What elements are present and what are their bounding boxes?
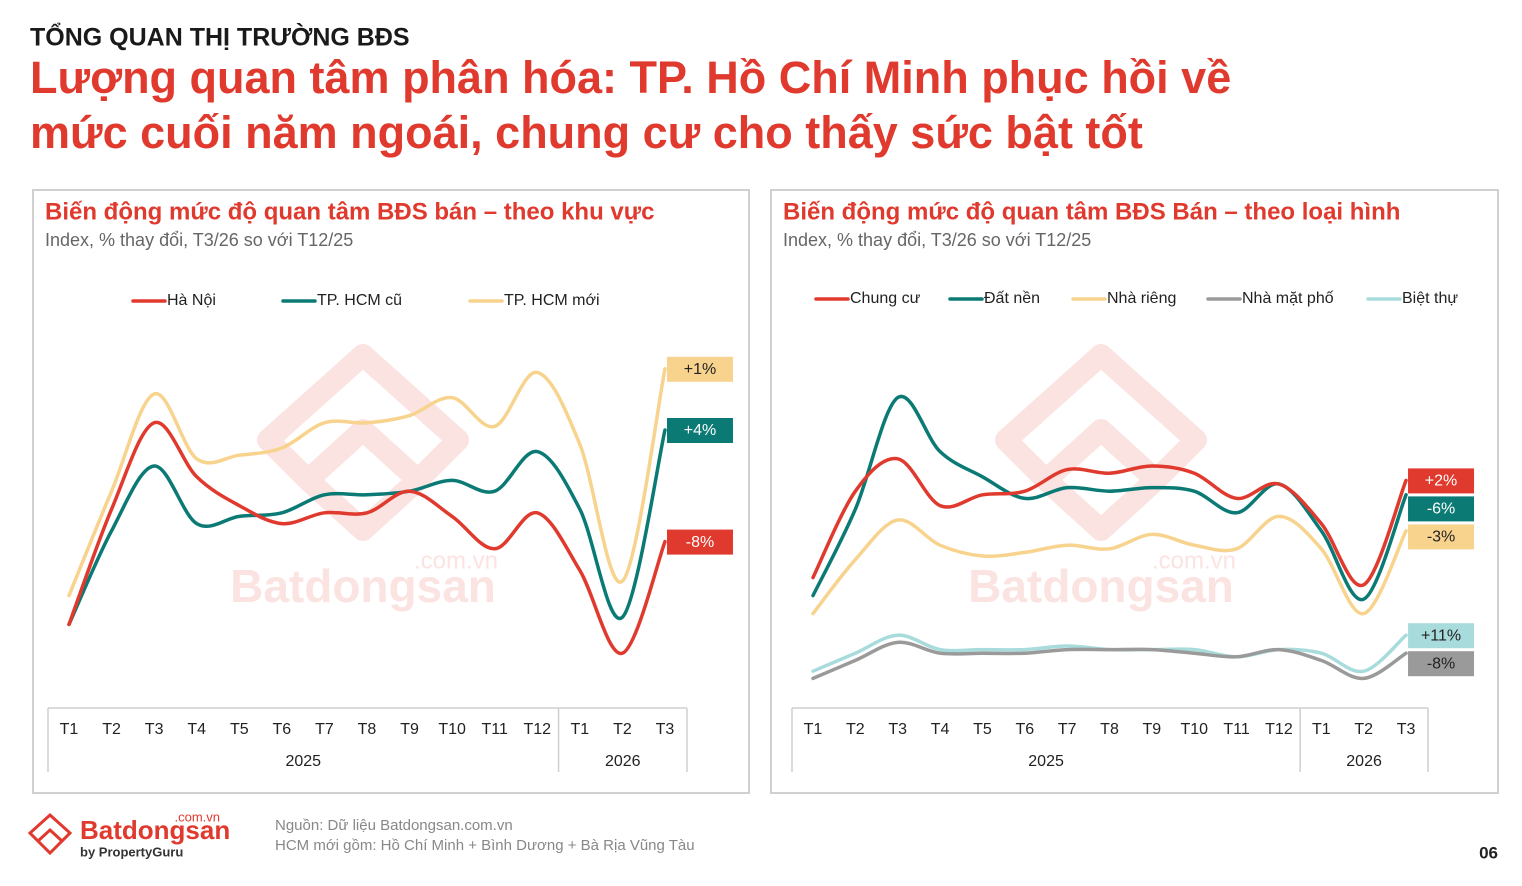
x-tick-label: T3 [145,721,164,738]
end-label-box [1408,651,1475,677]
end-label-box [1408,524,1475,550]
legend-label: TP. HCM mới [504,292,600,309]
x-tick-label: T1 [60,721,79,738]
headline-line: Lượng quan tâm phân hóa: TP. Hồ Chí Minh… [30,52,1231,103]
legend-label: Nhà mặt phố [1242,290,1334,307]
x-group-label: 2025 [285,753,321,770]
data-line [67,428,667,627]
x-tick-label: T5 [973,721,992,738]
end-label: -3% [1427,529,1455,546]
x-tick-label: T2 [846,721,865,738]
x-tick-label: T12 [1265,721,1293,738]
end-label-box [1408,623,1475,649]
footer-logo: Batdongsan .com.vn by PropertyGuru [27,809,230,859]
logo-icon [27,812,73,856]
end-label: -8% [686,534,714,551]
end-label-box [666,418,733,443]
data-line [811,456,1408,588]
logo-domain: .com.vn [174,809,220,824]
x-tick-label: T1 [804,721,823,738]
x-group-label: 2026 [605,753,641,770]
watermark-domain: .com.vn [414,547,498,574]
logo-byline: by PropertyGuru [80,844,183,859]
x-tick-label: T9 [1143,721,1162,738]
chart: Biến động mức độ quan tâm BĐS bán – theo… [45,198,733,772]
end-label-box [666,529,733,555]
end-label-box [666,356,733,382]
x-tick-label: T8 [358,721,377,738]
end-label: +4% [684,422,716,439]
x-tick-label: T3 [656,721,675,738]
logo-brand: Batdongsan [80,815,230,845]
x-tick-label: T8 [1100,721,1119,738]
end-label: +2% [1425,473,1457,490]
data-line [67,420,667,655]
watermark-icon [995,344,1207,541]
x-tick-label: T7 [315,721,334,738]
x-tick-label: T2 [1354,721,1373,738]
x-tick-label: T1 [571,721,590,738]
x-tick-label: T9 [400,721,419,738]
source-note: Nguồn: Dữ liệu Batdongsan.com.vn [275,817,513,834]
chart: Biến động mức độ quan tâm BĐS Bán – theo… [783,198,1475,772]
chart-title: Biến động mức độ quan tâm BĐS bán – theo… [45,198,654,225]
x-tick-label: T2 [613,721,632,738]
end-label: -8% [1427,655,1455,672]
end-label-box [1408,468,1475,494]
end-label: -6% [1427,501,1455,518]
x-tick-label: T4 [187,721,206,738]
x-tick-label: T10 [1180,721,1208,738]
data-line [811,514,1408,616]
x-tick-label: T3 [888,721,907,738]
legend-label: Biệt thự [1402,290,1458,307]
x-tick-label: T4 [931,721,950,738]
panel [770,189,1499,794]
kicker: TỔNG QUAN THỊ TRƯỜNG BĐS [30,22,410,52]
x-tick-label: T10 [438,721,466,738]
watermark-icon [257,344,469,541]
headline-line: mức cuối năm ngoái, chung cư cho thấy sứ… [30,107,1143,158]
x-tick-label: T3 [1397,721,1416,738]
chart-subtitle: Index, % thay đổi, T3/26 so với T12/25 [45,230,353,250]
legend-label: Chung cư [850,290,921,307]
x-tick-label: T5 [230,721,249,738]
legend-label: Nhà riêng [1107,290,1176,307]
watermark-brand: Batdongsan [968,560,1234,612]
x-group-label: 2026 [1346,753,1382,770]
data-line [67,367,667,598]
watermark-brand: Batdongsan [230,560,496,612]
end-label-box [1408,496,1475,522]
panel [32,189,750,794]
x-group-label: 2025 [1028,753,1064,770]
x-tick-label: T11 [1223,721,1249,738]
x-tick-label: T11 [482,721,508,738]
legend-label: TP. HCM cũ [317,292,402,309]
x-tick-label: T12 [523,721,551,738]
chart-subtitle: Index, % thay đổi, T3/26 so với T12/25 [783,230,1091,250]
data-line [811,633,1408,674]
page-number: 06 [1479,843,1498,862]
data-line [811,640,1408,681]
source-note: HCM mới gồm: Hồ Chí Minh + Bình Dương + … [275,837,695,854]
x-tick-label: T7 [1058,721,1077,738]
end-label: +11% [1421,627,1461,644]
end-label: +1% [684,361,716,378]
x-tick-label: T1 [1312,721,1331,738]
legend-label: Đất nền [984,290,1040,307]
data-line [811,394,1408,602]
x-tick-label: T2 [102,721,121,738]
legend-label: Hà Nội [167,292,216,309]
chart-title: Biến động mức độ quan tâm BĐS Bán – theo… [783,198,1400,225]
x-tick-label: T6 [1015,721,1034,738]
x-tick-label: T6 [273,721,292,738]
